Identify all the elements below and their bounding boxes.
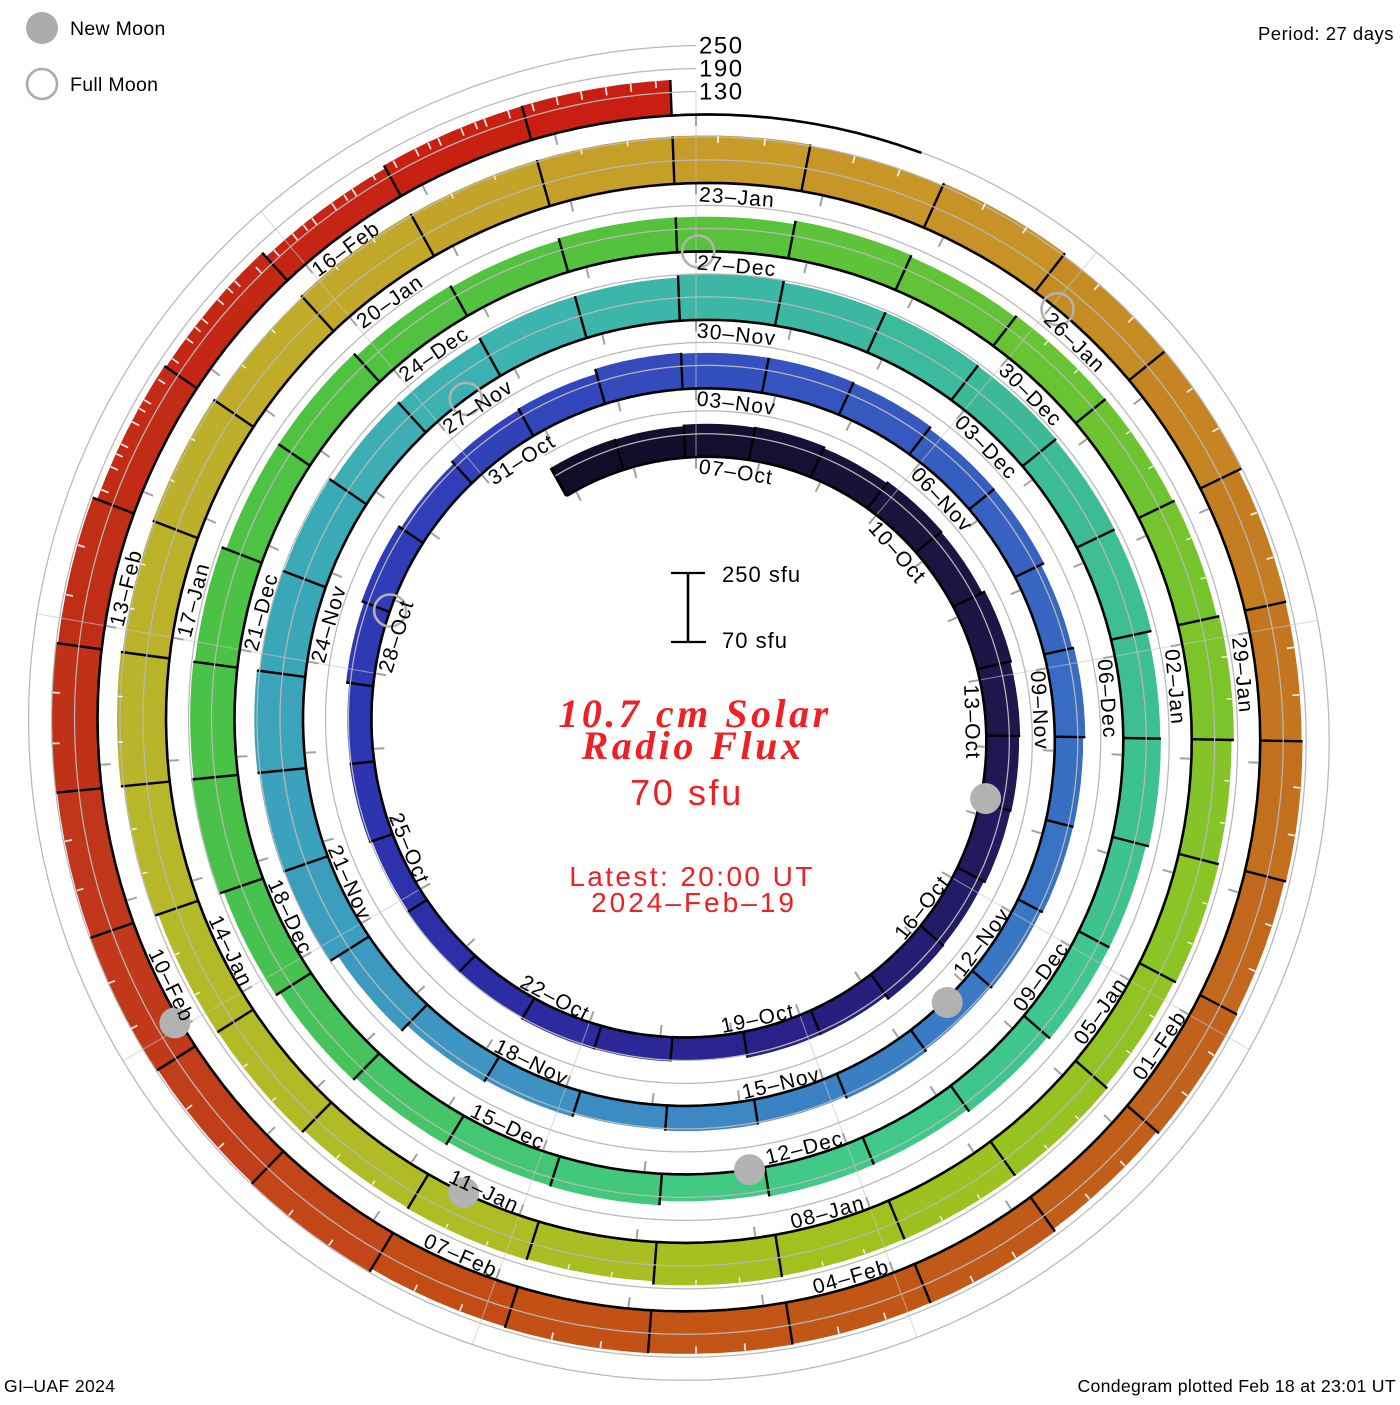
svg-text:130: 130 — [699, 79, 744, 106]
svg-text:13–Oct: 13–Oct — [959, 684, 984, 760]
svg-text:Condegram plotted Feb 18 at 23: Condegram plotted Feb 18 at 23:01 UT — [1077, 1376, 1396, 1396]
svg-text:70 sfu: 70 sfu — [722, 628, 788, 653]
svg-text:250 sfu: 250 sfu — [722, 562, 801, 587]
svg-text:GI–UAF 2024: GI–UAF 2024 — [4, 1376, 115, 1396]
svg-text:Period: 27 days: Period: 27 days — [1258, 23, 1394, 44]
svg-text:Full Moon: Full Moon — [70, 74, 158, 96]
svg-text:New Moon: New Moon — [70, 18, 166, 40]
svg-text:09–Nov: 09–Nov — [1026, 670, 1054, 751]
svg-text:70 sfu: 70 sfu — [630, 772, 744, 813]
svg-text:2024–Feb–19: 2024–Feb–19 — [591, 887, 797, 918]
svg-text:Radio Flux: Radio Flux — [581, 723, 805, 768]
